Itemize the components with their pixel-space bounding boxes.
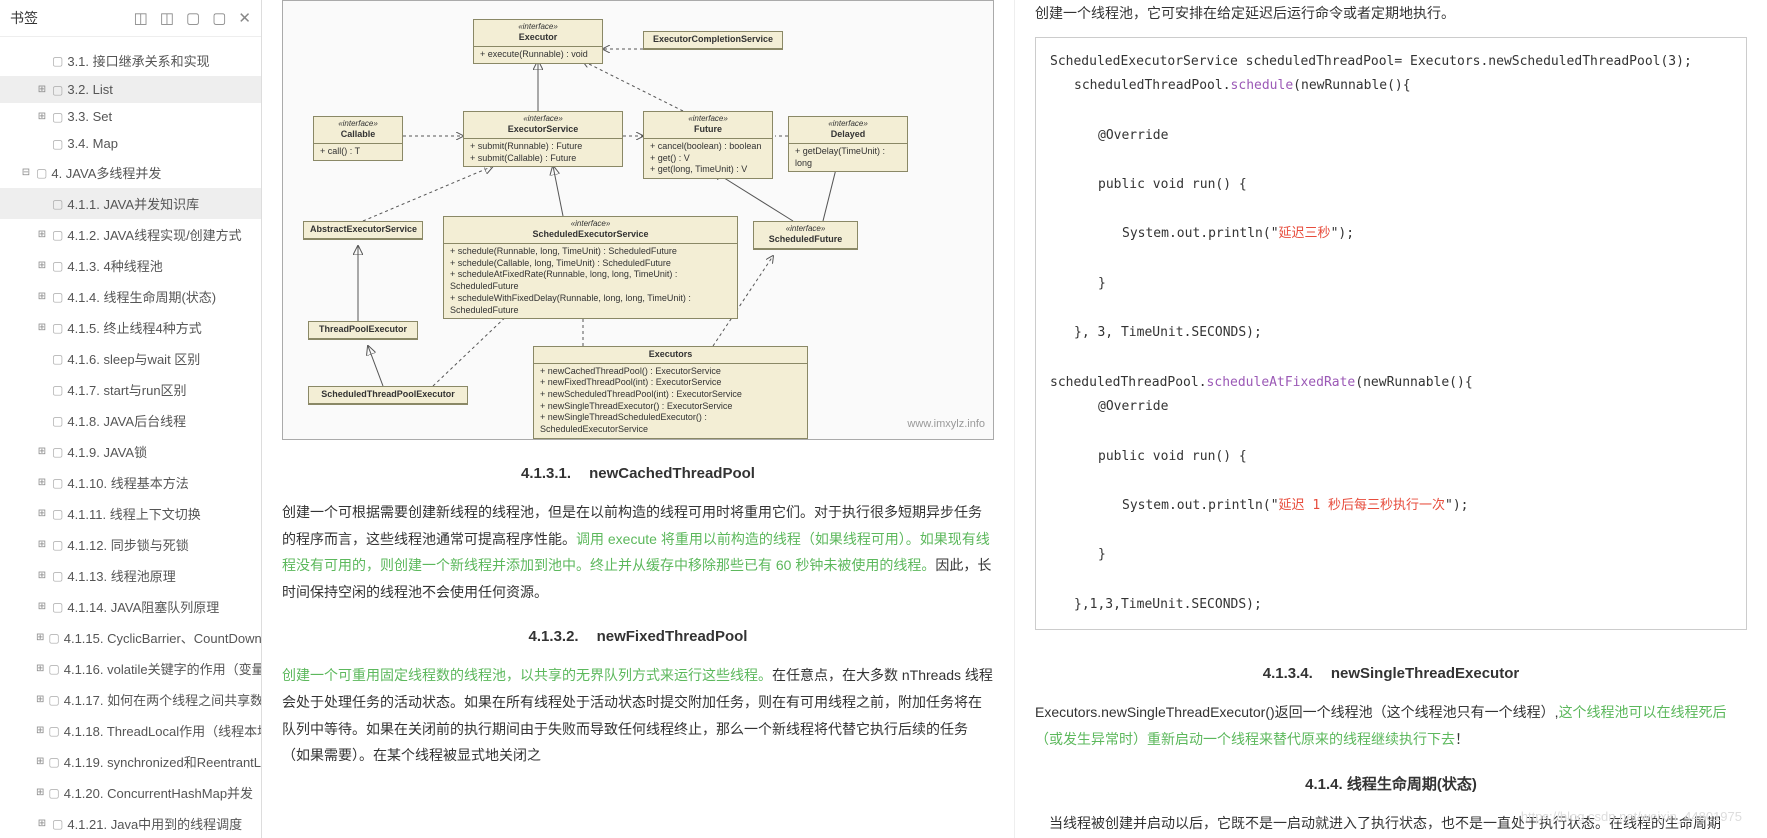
toc-item-20[interactable]: ⊞▢4.1.16. volatile关键字的作用（变量可 xyxy=(0,653,261,684)
toc-item-5[interactable]: ▢4.1.1. JAVA并发知识库 xyxy=(0,188,261,219)
uml-delayed: «interface»Delayed+ getDelay(TimeUnit) :… xyxy=(788,116,908,172)
toc-item-15[interactable]: ⊞▢4.1.11. 线程上下文切换 xyxy=(0,498,261,529)
sidebar-header: 书签 ◫ ◫ ▢ ▢ ✕ xyxy=(0,0,261,37)
toc-item-21[interactable]: ⊞▢4.1.17. 如何在两个线程之间共享数据 xyxy=(0,684,261,715)
toc-item-19[interactable]: ⊞▢4.1.15. CyclicBarrier、CountDownL xyxy=(0,622,261,653)
uml-schedexec: «interface»ScheduledExecutorService+ sch… xyxy=(443,216,738,319)
toc-item-6[interactable]: ⊞▢4.1.2. JAVA线程实现/创建方式 xyxy=(0,219,261,250)
bookmark-alt-icon[interactable]: ▢ xyxy=(212,9,226,27)
toc-item-3[interactable]: ▢3.4. Map xyxy=(0,130,261,157)
page-watermark: https://blog.csdn.net/weixin_44801975 xyxy=(1521,805,1742,828)
toc-item-12[interactable]: ▢4.1.8. JAVA后台线程 xyxy=(0,405,261,436)
page-right: 创建一个线程池，它可安排在给定延迟后运行命令或者定期地执行。 Scheduled… xyxy=(1015,0,1767,838)
para-4131: 创建一个可根据需要创建新线程的线程池，但是在以前构造的线程可用时将重用它们。对于… xyxy=(282,499,994,605)
diagram-watermark: www.imxylz.info xyxy=(907,415,985,435)
toc-item-13[interactable]: ⊞▢4.1.9. JAVA锁 xyxy=(0,436,261,467)
section-4132: 4.1.3.2.newFixedThreadPool xyxy=(282,623,994,650)
toc-item-16[interactable]: ⊞▢4.1.12. 同步锁与死锁 xyxy=(0,529,261,560)
sidebar-toolbar: ◫ ◫ ▢ ▢ ✕ xyxy=(134,9,251,27)
uml-ecs: ExecutorCompletionService xyxy=(643,31,783,50)
para-4134: Executors.newSingleThreadExecutor()返回一个线… xyxy=(1035,699,1747,752)
uml-schedfut: «interface»ScheduledFuture xyxy=(753,221,858,250)
uml-executors: Executors+ newCachedThreadPool() : Execu… xyxy=(533,346,808,439)
expand-icon[interactable]: ◫ xyxy=(160,9,174,27)
uml-execsvc: «interface»ExecutorService+ submit(Runna… xyxy=(463,111,623,167)
content-area: «interface»Executor+ execute(Runnable) :… xyxy=(262,0,1767,838)
bookmarks-sidebar: 书签 ◫ ◫ ▢ ▢ ✕ ▢3.1. 接口继承关系和实现⊞▢3.2. List⊞… xyxy=(0,0,262,838)
toc-item-7[interactable]: ⊞▢4.1.3. 4种线程池 xyxy=(0,250,261,281)
sidebar-title: 书签 xyxy=(10,8,38,28)
code-block: ScheduledExecutorService scheduledThread… xyxy=(1035,37,1747,631)
toc-list[interactable]: ▢3.1. 接口继承关系和实现⊞▢3.2. List⊞▢3.3. Set▢3.4… xyxy=(0,37,261,838)
collapse-icon[interactable]: ◫ xyxy=(134,9,148,27)
close-icon[interactable]: ✕ xyxy=(238,9,251,27)
section-4134: 4.1.3.4.newSingleThreadExecutor xyxy=(1035,660,1747,687)
toc-item-10[interactable]: ▢4.1.6. sleep与wait 区别 xyxy=(0,343,261,374)
uml-diagram: «interface»Executor+ execute(Runnable) :… xyxy=(282,0,994,440)
toc-item-14[interactable]: ⊞▢4.1.10. 线程基本方法 xyxy=(0,467,261,498)
section-414: 4.1.4. 线程生命周期(状态) xyxy=(1035,771,1747,798)
toc-item-9[interactable]: ⊞▢4.1.5. 终止线程4种方式 xyxy=(0,312,261,343)
uml-stpe: ScheduledThreadPoolExecutor xyxy=(308,386,468,405)
page-left: «interface»Executor+ execute(Runnable) :… xyxy=(262,0,1015,838)
toc-item-8[interactable]: ⊞▢4.1.4. 线程生命周期(状态) xyxy=(0,281,261,312)
toc-item-17[interactable]: ⊞▢4.1.13. 线程池原理 xyxy=(0,560,261,591)
intro-text: 创建一个线程池，它可安排在给定延迟后运行命令或者定期地执行。 xyxy=(1035,0,1747,27)
toc-item-25[interactable]: ⊞▢4.1.21. Java中用到的线程调度 xyxy=(0,808,261,838)
toc-item-23[interactable]: ⊞▢4.1.19. synchronized和ReentrantLo xyxy=(0,746,261,777)
toc-item-2[interactable]: ⊞▢3.3. Set xyxy=(0,103,261,130)
uml-executor: «interface»Executor+ execute(Runnable) :… xyxy=(473,19,603,64)
toc-item-4[interactable]: ⊟▢4. JAVA多线程并发 xyxy=(0,157,261,188)
toc-item-22[interactable]: ⊞▢4.1.18. ThreadLocal作用（线程本地 xyxy=(0,715,261,746)
section-4131: 4.1.3.1.newCachedThreadPool xyxy=(282,460,994,487)
uml-absexec: AbstractExecutorService xyxy=(303,221,423,240)
uml-future: «interface»Future+ cancel(boolean) : boo… xyxy=(643,111,773,179)
uml-tpe: ThreadPoolExecutor xyxy=(308,321,418,340)
bookmark-icon[interactable]: ▢ xyxy=(186,9,200,27)
uml-callable: «interface»Callable+ call() : T xyxy=(313,116,403,161)
toc-item-24[interactable]: ⊞▢4.1.20. ConcurrentHashMap并发 xyxy=(0,777,261,808)
toc-item-18[interactable]: ⊞▢4.1.14. JAVA阻塞队列原理 xyxy=(0,591,261,622)
toc-item-11[interactable]: ▢4.1.7. start与run区别 xyxy=(0,374,261,405)
toc-item-1[interactable]: ⊞▢3.2. List xyxy=(0,76,261,103)
toc-item-0[interactable]: ▢3.1. 接口继承关系和实现 xyxy=(0,45,261,76)
para-4132: 创建一个可重用固定线程数的线程池，以共享的无界队列方式来运行这些线程。在任意点，… xyxy=(282,662,994,768)
